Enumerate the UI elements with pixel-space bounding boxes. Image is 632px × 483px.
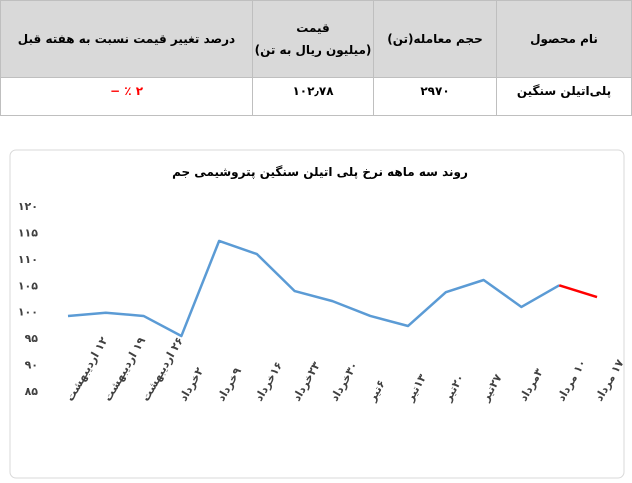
- chart-frame: [9, 149, 625, 479]
- chart-title: روند سه ماهه نرخ پلی اتیلن سنگین پتروشیم…: [172, 165, 468, 180]
- header-cell: درصد تغییر قیمت نسبت به هفته قبل: [0, 0, 253, 78]
- cell: ۱۰۲٫۷۸: [252, 77, 374, 116]
- chart: روند سه ماهه نرخ پلی اتیلن سنگین پتروشیم…: [9, 149, 627, 479]
- line-last-segment: [558, 284, 598, 299]
- header-cell: نام محصول: [496, 0, 632, 78]
- header-cell: حجم معامله(تن): [373, 0, 497, 78]
- y-tick-label: ۹۰: [25, 359, 38, 372]
- y-tick-label: ۹۵: [25, 332, 39, 345]
- cell: ۲ ٪ −: [0, 77, 253, 116]
- header-cell: قیمت (میلیون ریال به تن): [252, 0, 374, 78]
- header-row: نام محصول حجم معامله(تن) قیمت (میلیون ری…: [0, 0, 632, 78]
- price-table: نام محصول حجم معامله(تن) قیمت (میلیون ری…: [0, 0, 632, 116]
- y-tick-label: ۱۲۰: [18, 200, 38, 213]
- y-tick-label: ۱۱۵: [18, 226, 38, 239]
- y-tick-label: ۱۰۰: [18, 306, 38, 319]
- line: [67, 239, 560, 338]
- cell: پلی‌اتیلن سنگین: [496, 77, 632, 116]
- y-tick-label: ۱۰۵: [18, 279, 38, 292]
- y-tick-label: ۸۵: [25, 385, 39, 398]
- data-row: پلی‌اتیلن سنگین ۲۹۷۰ ۱۰۲٫۷۸ ۲ ٪ −: [0, 77, 632, 116]
- cell: ۲۹۷۰: [373, 77, 497, 116]
- y-tick-label: ۱۱۰: [18, 253, 38, 266]
